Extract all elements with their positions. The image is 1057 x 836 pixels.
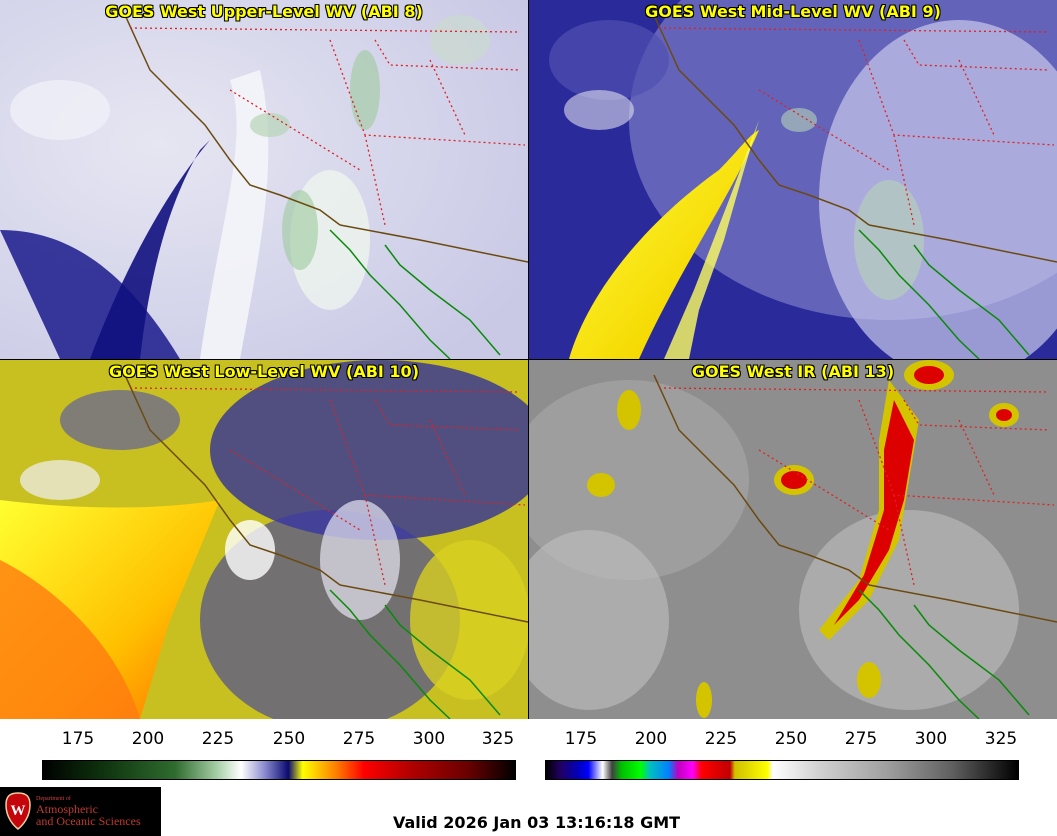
valid-time-label: Valid 2026 Jan 03 13:16:18 GMT xyxy=(393,813,681,832)
ir-tick: 200 xyxy=(634,729,668,749)
ir-tick: 275 xyxy=(844,729,878,749)
ir-panel: GOES West IR (ABI 13) xyxy=(529,360,1057,719)
mid-level-wv-image xyxy=(529,0,1057,359)
wv-tick: 175 xyxy=(61,729,95,749)
low-level-wv-panel: GOES West Low-Level WV (ABI 10) xyxy=(0,360,528,719)
logo-text: Department of Atmospheric and Oceanic Sc… xyxy=(36,795,141,827)
crest-letter: W xyxy=(11,803,26,819)
wv-tick: 200 xyxy=(131,729,165,749)
wv-scale-ticks: 175 200 225 250 275 300 325 xyxy=(40,729,516,751)
logo-line3: and Oceanic Sciences xyxy=(36,814,141,828)
wv-tick: 225 xyxy=(201,729,235,749)
ir-image xyxy=(529,360,1057,719)
wv-tick: 325 xyxy=(481,729,515,749)
wv-tick: 300 xyxy=(412,729,446,749)
ir-scale-ticks: 175 200 225 250 275 300 325 xyxy=(543,729,1019,751)
upper-level-wv-image xyxy=(0,0,528,359)
ir-tick: 325 xyxy=(984,729,1018,749)
logo-line1: Department of xyxy=(36,796,71,802)
ir-color-scale: 175 200 225 250 275 300 325 xyxy=(543,719,1019,781)
mid-level-wv-panel: GOES West Mid-Level WV (ABI 9) xyxy=(529,0,1057,359)
wv-color-bar xyxy=(42,760,516,780)
ir-color-bar xyxy=(545,760,1019,780)
ir-tick: 300 xyxy=(914,729,948,749)
ir-tick: 175 xyxy=(564,729,598,749)
upper-level-wv-panel: GOES West Upper-Level WV (ABI 8) xyxy=(0,0,528,359)
wv-tick: 275 xyxy=(342,729,376,749)
wv-color-scale: 175 200 225 250 275 300 325 xyxy=(40,719,516,781)
ir-tick: 225 xyxy=(704,729,738,749)
horizontal-divider xyxy=(0,359,1057,360)
logo-line2: Atmospheric xyxy=(36,802,98,816)
uw-crest-icon: W xyxy=(5,792,31,830)
ir-tick: 250 xyxy=(774,729,808,749)
low-level-wv-image xyxy=(0,360,528,719)
aos-logo: W Department of Atmospheric and Oceanic … xyxy=(0,787,161,836)
wv-tick: 250 xyxy=(272,729,306,749)
